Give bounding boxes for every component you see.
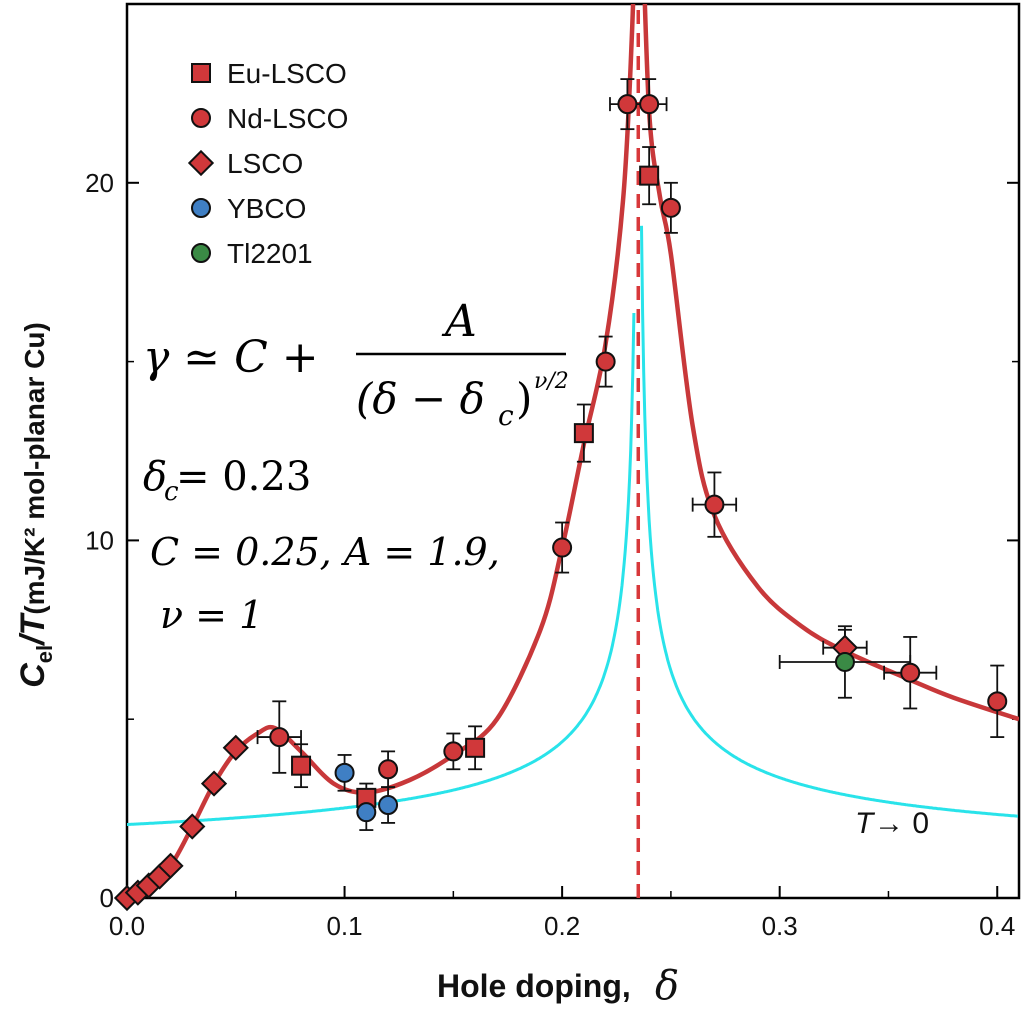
point-eu-lsco	[465, 737, 486, 758]
legend-label-ybco: YBCO	[227, 193, 306, 224]
point-ybco	[334, 762, 355, 783]
y-axis-label-units: (mJ/K² mol-planar Cu)	[19, 322, 50, 614]
point-nd-lsco	[378, 759, 399, 780]
y-axis-label-rest: /T	[14, 611, 52, 646]
delta-c-value: = 0.23	[176, 454, 311, 500]
y-tick-label: 20	[85, 168, 114, 198]
legend-marker-nd-lsco	[191, 108, 211, 128]
point-nd-lsco	[552, 537, 573, 558]
point-nd-lsco	[660, 197, 681, 218]
y-tick-label: 10	[85, 525, 114, 555]
y-axis-label-sub: el	[32, 645, 57, 663]
eq-lhs: γ ≃ C +	[143, 332, 319, 383]
point-eu-lsco	[573, 423, 594, 444]
x-tick-label: 0.1	[326, 911, 362, 941]
legend-marker-tl2201	[191, 243, 211, 263]
nu-line: ν = 1	[160, 593, 263, 637]
legend-label-lsco: LSCO	[227, 148, 303, 179]
y-axis-title: Cel/T(mJ/K² mol-planar Cu)	[14, 322, 57, 688]
legend-marker-lsco	[187, 149, 215, 177]
x-tick-label: 0.3	[762, 911, 798, 941]
point-nd-lsco	[617, 94, 638, 115]
point-nd-lsco	[443, 741, 464, 762]
x-tick-label: 0.4	[979, 911, 1015, 941]
fit-curve-red-layer	[127, 4, 1019, 898]
eq-denominator-close: )	[516, 374, 532, 423]
point-lsco	[157, 852, 184, 879]
y-tick-label: 0	[100, 883, 114, 913]
point-eu-lsco	[291, 755, 312, 776]
legend-label-nd-lsco: Nd-LSCO	[227, 103, 348, 134]
temperature-annotation: T → 0	[855, 807, 929, 840]
legend-label-eu-lsco: Eu-LSCO	[227, 58, 347, 89]
delta-c-symbol: δ	[143, 454, 167, 500]
temp-arrow: → 0	[874, 807, 929, 840]
point-nd-lsco	[269, 727, 290, 748]
point-eu-lsco	[639, 165, 660, 186]
delta-c-sub: c	[164, 477, 179, 507]
point-nd-lsco	[639, 94, 660, 115]
data-points	[113, 94, 1008, 912]
eq-numerator: A	[441, 296, 477, 347]
point-nd-lsco	[704, 494, 725, 515]
axis-ticks: 0.0 0.1 0.2 0.3 0.4 0 10 20	[85, 168, 1019, 941]
svg-text:Cel/T(mJ/K² mol-planar Cu): Cel/T(mJ/K² mol-planar Cu)	[14, 322, 57, 688]
fit-equation: γ ≃ C + A (δ − δ c ) ν/2	[143, 296, 569, 432]
point-nd-lsco	[595, 351, 616, 372]
eq-denominator-sub: c	[498, 399, 514, 432]
point-tl2201	[834, 651, 855, 672]
point-ybco	[378, 795, 399, 816]
legend: Eu-LSCO Nd-LSCO LSCO YBCO Tl2201	[187, 58, 348, 269]
params-line: C = 0.25, A = 1.9,	[150, 530, 500, 574]
eq-exponent: ν/2	[534, 369, 569, 394]
x-axis-label: Hole doping,	[437, 968, 631, 1004]
point-lsco	[200, 770, 228, 797]
x-tick-label: 0.0	[109, 911, 145, 941]
point-lsco	[179, 813, 206, 840]
fit-curve-red-right	[642, 4, 1019, 722]
eq-denominator: (δ − δ	[356, 374, 485, 423]
fit-curve-cyan-layer	[127, 225, 1019, 826]
point-nd-lsco	[900, 662, 921, 683]
temp-T: T	[855, 807, 876, 840]
x-axis-title: Hole doping, δ	[437, 963, 679, 1009]
fit-curve-cyan-right	[640, 225, 1019, 818]
x-axis-symbol: δ	[655, 963, 679, 1009]
legend-label-tl2201: Tl2201	[227, 238, 313, 269]
point-ybco	[356, 802, 377, 823]
x-tick-label: 0.2	[544, 911, 580, 941]
y-axis-label-main: C	[14, 663, 52, 688]
point-nd-lsco	[987, 691, 1008, 712]
plot-frame	[125, 2, 1021, 900]
legend-marker-ybco	[191, 198, 211, 218]
fit-parameters: δ c = 0.23 C = 0.25, A = 1.9, ν = 1	[143, 454, 500, 637]
legend-marker-eu-lsco	[191, 63, 211, 83]
point-lsco	[222, 734, 249, 761]
